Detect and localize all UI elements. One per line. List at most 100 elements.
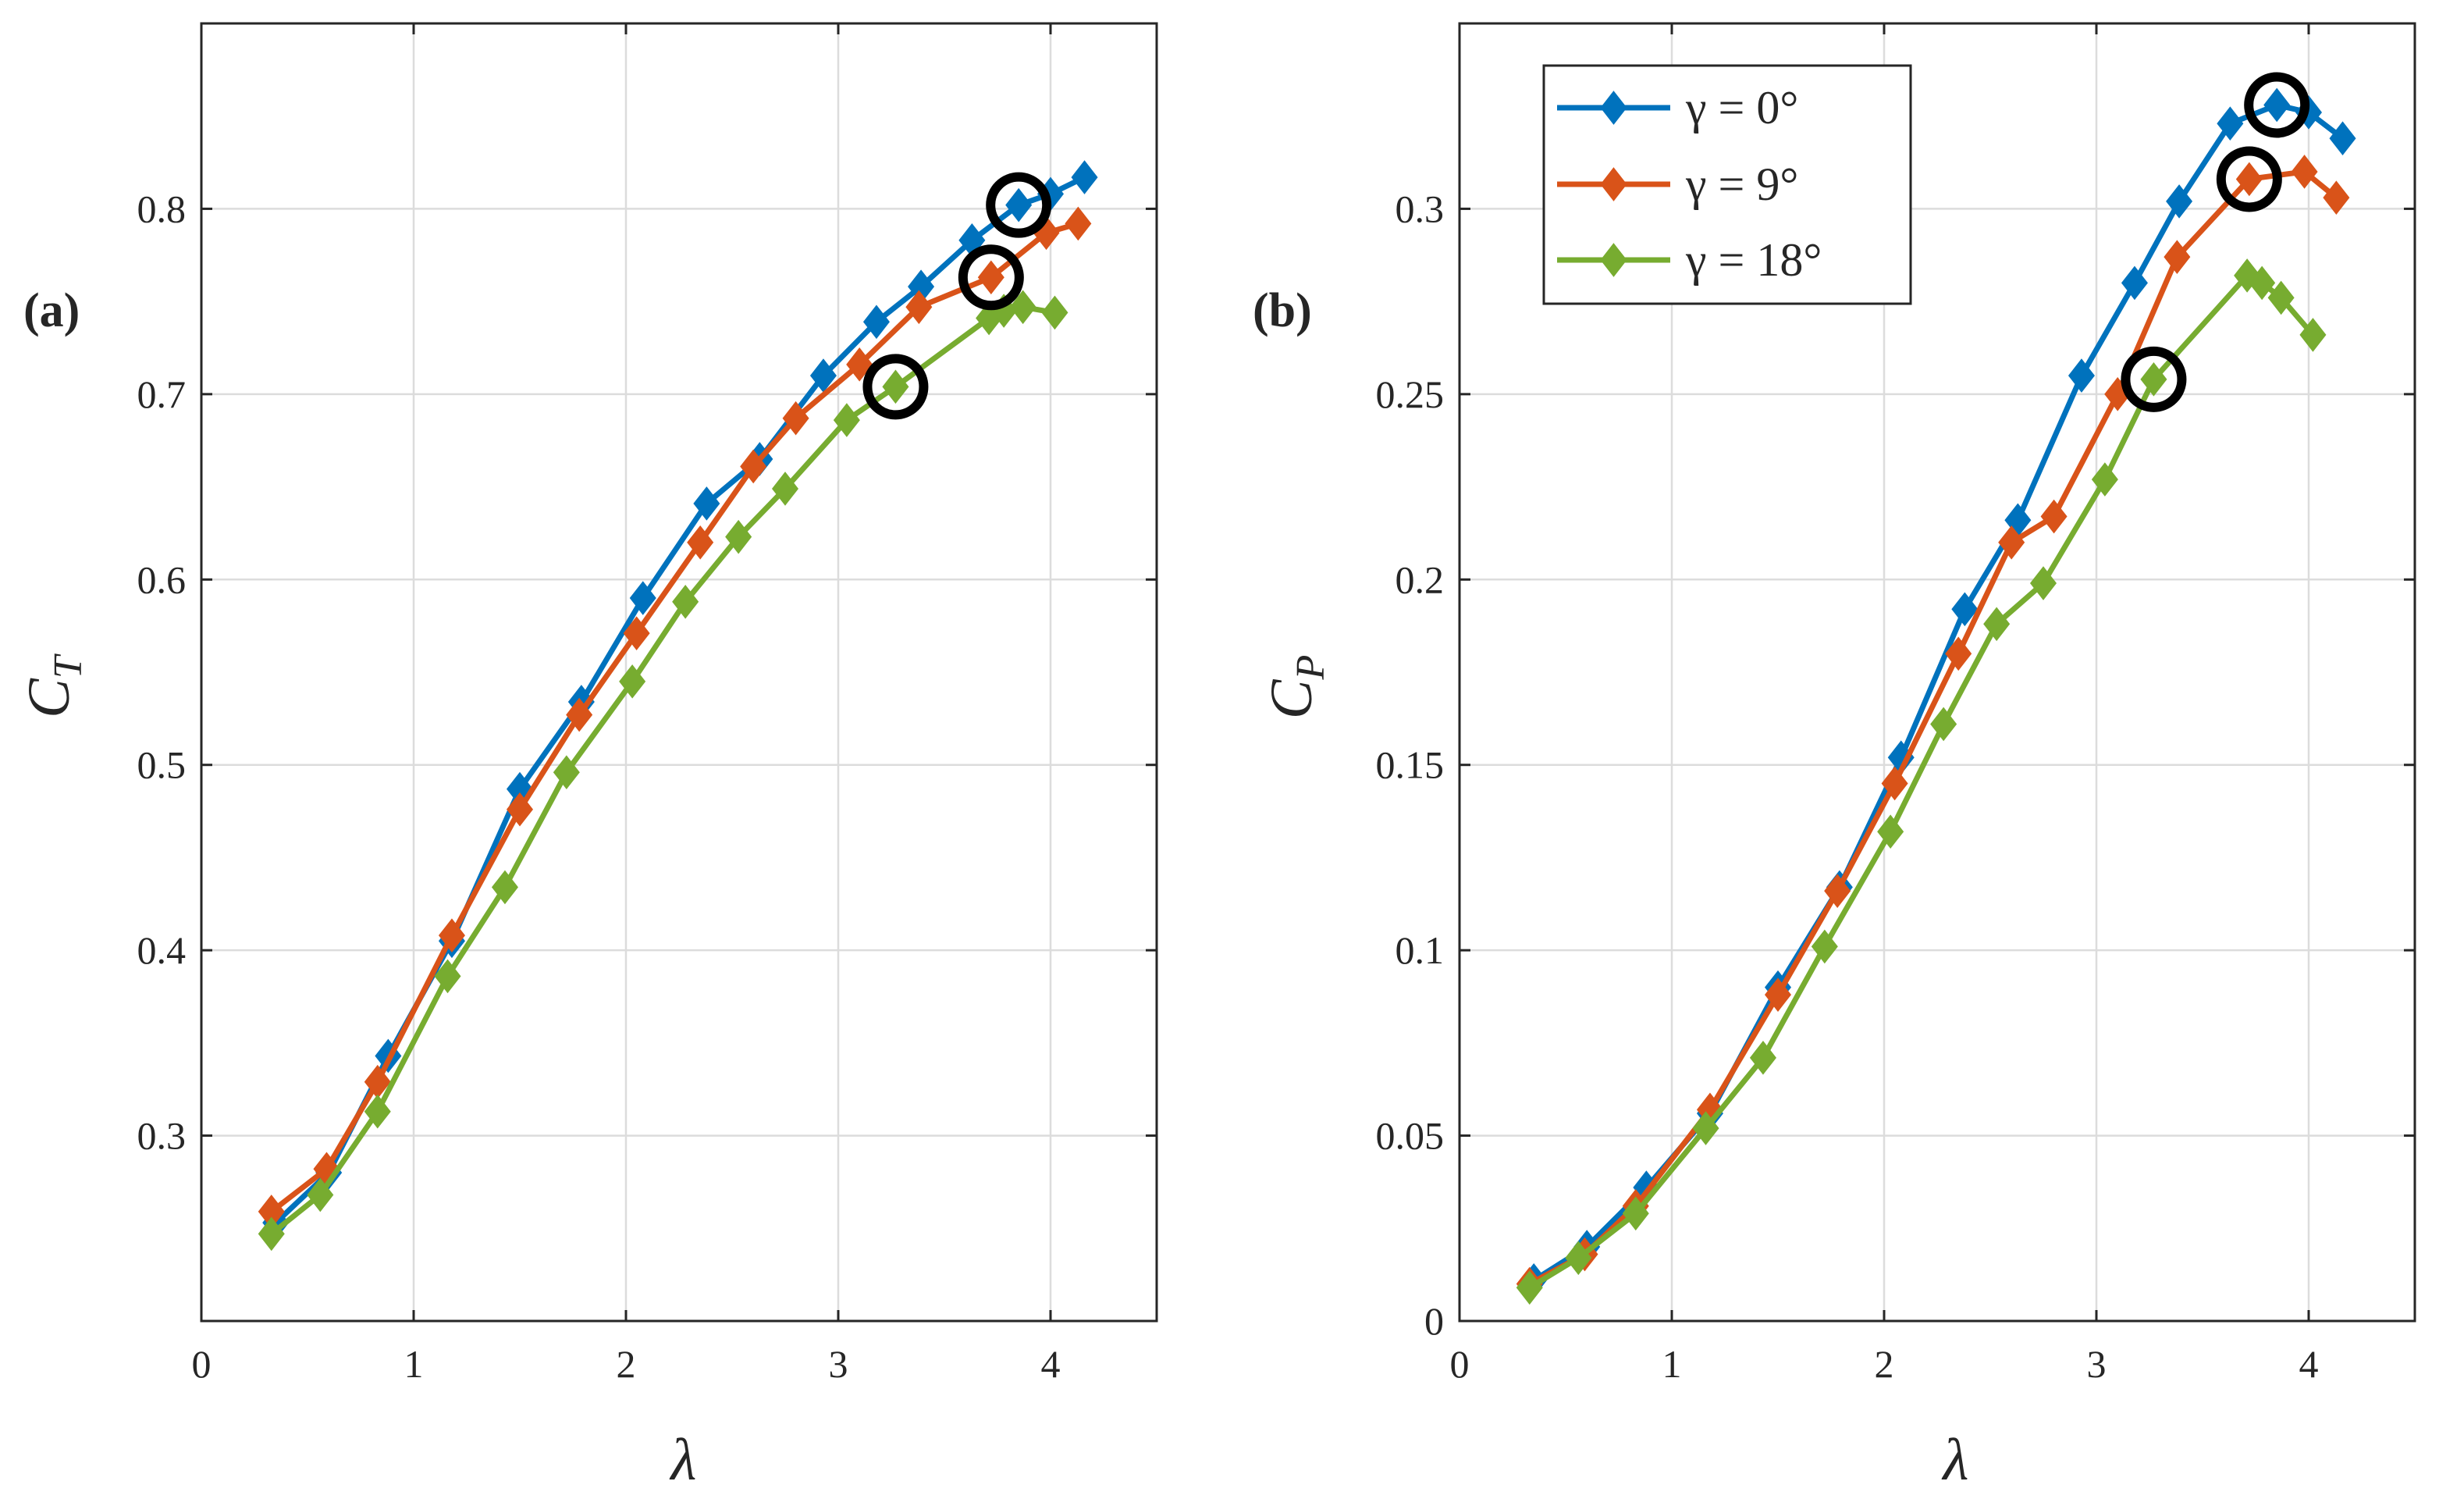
panel-b-point-gamma-18 [2267,280,2295,315]
panel-b-point-gamma-0 [2263,87,2291,123]
panel-b-ytick-label: 0.05 [1376,1114,1445,1158]
panel-a-ylabel: CT [16,653,91,718]
panel-a-point-gamma-9 [1065,206,1092,241]
panel-b-point-gamma-9 [2164,240,2191,274]
panel-a-point-gamma-18 [1009,290,1036,325]
panel-a-point-gamma-18 [258,1216,285,1252]
panel-b-point-gamma-0 [2217,106,2244,141]
panel-a-thrust-coefficient: 0 1 2 3 4 0.3 0.4 0.5 0.6 0.7 0.8 (a) CT λ [16,22,1158,1493]
panel-a-ytick-label: 0.6 [137,557,187,601]
panel-a-point-gamma-18 [771,472,799,506]
panel-a-xlabel: λ [670,1427,697,1493]
panel-a-point-gamma-9 [740,449,767,484]
legend-label-gamma-0: γ = 0° [1685,82,1798,134]
panel-b-label: (b) [1253,284,1312,337]
legend-label-gamma-18: γ = 18° [1685,234,1822,286]
panel-a-point-gamma-9 [566,697,593,732]
panel-a-point-gamma-18 [364,1094,391,1129]
panel-b-point-gamma-18 [1877,814,1904,849]
panel-a-point-gamma-18 [882,369,909,404]
panel-a-point-gamma-18 [434,959,461,994]
panel-b-ytick-label: 0.1 [1396,928,1445,972]
panel-b-point-gamma-18 [1692,1111,1719,1145]
panel-a-point-gamma-18 [1041,295,1068,330]
legend-entry-gamma-18: γ = 18° [1557,234,1822,286]
panel-b-point-gamma-9 [1945,636,1972,671]
panel-b-ylabel-sub: P [1289,655,1333,681]
panel-a-point-gamma-9 [438,918,465,952]
panel-a-label: (a) [23,284,80,337]
panel-b-point-gamma-18 [2140,362,2167,397]
panel-b-ytick-label: 0.3 [1396,187,1445,230]
panel-b-optimum-marker-gamma-18 [2121,346,2187,412]
panel-b-point-gamma-9 [2323,180,2350,215]
panel-b-point-gamma-18 [2029,566,2057,600]
panel-a-ylabel-base: C [16,678,82,718]
panel-b-ytick-label: 0 [1424,1299,1444,1343]
legend-marker-gamma-18 [1600,243,1627,277]
panel-b-point-gamma-18 [1749,1041,1776,1075]
panel-a-optimum-marker-gamma-18 [862,354,929,420]
panel-a-ytick-label: 0.4 [137,928,187,972]
panel-b-point-gamma-18 [2091,462,2118,497]
panel-b-series-gamma-18 [1516,258,2327,1305]
panel-b-axes-box [1458,22,2416,1323]
panel-b-highlights [2121,72,2310,412]
panel-b-point-gamma-18 [1565,1241,1592,1276]
panel-b-point-gamma-0 [2121,265,2148,301]
panel-b-point-gamma-0 [2068,358,2095,393]
panel-b-xlabel: λ [1942,1427,1969,1493]
panel-a-xtick-label: 3 [829,1342,848,1386]
panel-a-axes-box [200,22,1158,1323]
panel-b-point-gamma-18 [1811,929,1838,964]
panel-a-ytick-label: 0.3 [137,1114,187,1158]
panel-a-point-gamma-9 [687,525,714,560]
panel-b-point-gamma-9 [1881,766,1908,801]
panel-a-point-gamma-18 [307,1177,334,1212]
panel-a-point-gamma-9 [846,347,873,382]
panel-a-point-gamma-9 [782,401,809,436]
panel-b-ytick-label: 0.2 [1396,557,1445,601]
panel-b-point-gamma-9 [1824,874,1851,908]
panel-b-optimum-marker-gamma-0 [2244,72,2310,138]
panel-a-point-gamma-0 [629,581,656,615]
panel-a-series-gamma-18 [258,290,1068,1252]
panel-a-xtick-label: 0 [192,1342,212,1386]
panel-a-series [258,160,1098,1252]
panel-b-xtick-label: 2 [1875,1342,1894,1386]
panel-a-point-gamma-18 [725,519,752,554]
panel-a-point-gamma-18 [553,755,580,790]
panel-b-point-gamma-9 [2291,155,2318,189]
panel-b-point-gamma-0 [2329,121,2356,156]
panel-a-ylabel-sub: T [46,653,91,678]
panel-a-point-gamma-9 [905,290,933,325]
panel-a-point-gamma-0 [1005,187,1033,223]
panel-b-point-gamma-18 [1516,1270,1543,1305]
panel-a-optimum-marker-gamma-9 [958,244,1024,311]
panel-a-point-gamma-0 [1071,160,1098,194]
panel-b-optimum-marker-gamma-9 [2216,146,2282,212]
panel-a-xtick-label: 4 [1041,1342,1061,1386]
panel-a-xtick-label: 1 [404,1342,424,1386]
legend-label-gamma-9: γ = 9° [1685,158,1798,210]
panel-a-point-gamma-0 [693,486,720,521]
panel-a-xtick-label: 2 [617,1342,636,1386]
panel-a-point-gamma-18 [672,584,699,619]
panel-a-optimum-marker-gamma-0 [986,172,1052,238]
panel-a-highlights [862,172,1052,420]
legend-entry-gamma-9: γ = 9° [1557,158,1798,210]
panel-a-point-gamma-18 [619,664,646,699]
panel-b-point-gamma-9 [1998,525,2025,560]
legend: γ = 0° γ = 9° γ = 18° [1542,64,1912,305]
panel-b-point-gamma-9 [2040,499,2068,534]
panel-b-point-gamma-18 [1622,1196,1649,1231]
panel-b-point-gamma-0 [1951,592,1979,627]
panel-a-ticks: 0 1 2 3 4 0.3 0.4 0.5 0.6 0.7 0.8 [137,23,1157,1386]
panel-b-point-gamma-9 [2235,162,2263,197]
panel-b-ytick-label: 0.25 [1376,372,1445,416]
panel-a-point-gamma-9 [623,616,650,650]
panel-b-point-gamma-18 [1983,607,2011,642]
panel-b-point-gamma-18 [2299,318,2327,352]
